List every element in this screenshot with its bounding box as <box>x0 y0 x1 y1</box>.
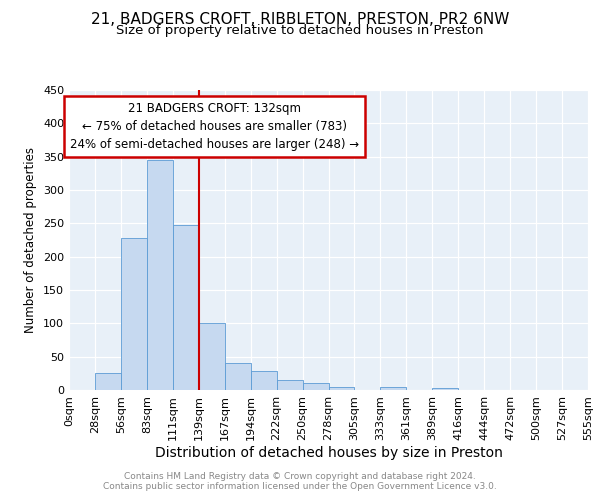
Text: Contains HM Land Registry data © Crown copyright and database right 2024.: Contains HM Land Registry data © Crown c… <box>124 472 476 481</box>
Text: 21, BADGERS CROFT, RIBBLETON, PRESTON, PR2 6NW: 21, BADGERS CROFT, RIBBLETON, PRESTON, P… <box>91 12 509 28</box>
Bar <box>251 372 277 390</box>
Bar <box>302 382 329 390</box>
Bar <box>95 374 121 390</box>
Bar <box>380 388 406 390</box>
Bar <box>147 160 173 390</box>
Bar <box>121 238 147 390</box>
X-axis label: Distribution of detached houses by size in Preston: Distribution of detached houses by size … <box>155 446 502 460</box>
Bar <box>225 364 251 390</box>
Y-axis label: Number of detached properties: Number of detached properties <box>25 147 37 333</box>
Text: Contains public sector information licensed under the Open Government Licence v3: Contains public sector information licen… <box>103 482 497 491</box>
Bar <box>277 380 302 390</box>
Text: Size of property relative to detached houses in Preston: Size of property relative to detached ho… <box>116 24 484 37</box>
Bar <box>433 388 458 390</box>
Bar <box>199 324 224 390</box>
Text: 21 BADGERS CROFT: 132sqm
← 75% of detached houses are smaller (783)
24% of semi-: 21 BADGERS CROFT: 132sqm ← 75% of detach… <box>70 102 359 151</box>
Bar <box>173 226 199 390</box>
Bar <box>329 386 355 390</box>
